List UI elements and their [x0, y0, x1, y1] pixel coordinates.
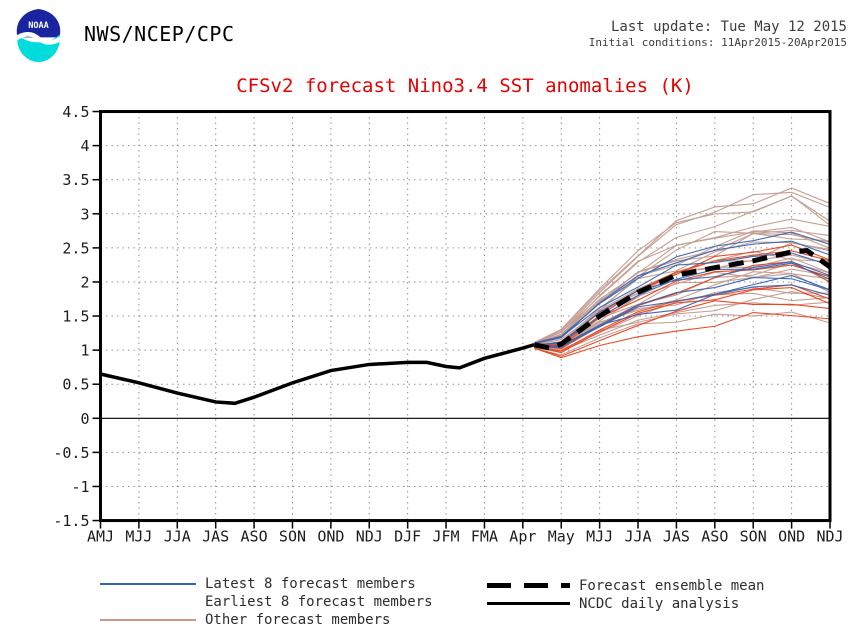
svg-text:3.5: 3.5: [62, 171, 89, 189]
svg-text:FMA: FMA: [471, 528, 498, 546]
legend-label-other-members: Other forecast members: [205, 611, 391, 628]
legend-label-ensemble-mean: Forecast ensemble mean: [579, 577, 765, 594]
svg-text:AMJ: AMJ: [87, 528, 114, 546]
update-block: Last update: Tue May 12 2015 Initial con…: [589, 19, 847, 50]
plot-border: [99, 110, 832, 523]
svg-text:OND: OND: [778, 528, 805, 546]
svg-text:-0.5: -0.5: [53, 444, 89, 462]
legend-label-ncdc-analysis: NCDC daily analysis: [579, 595, 740, 612]
chart-title: CFSv2 forecast Nino3.4 SST anomalies (K): [236, 75, 694, 97]
svg-text:NDJ: NDJ: [356, 528, 383, 546]
ensemble-group-latest-8-forecast-members: [534, 231, 831, 348]
svg-text:JJA: JJA: [624, 528, 651, 546]
initial-conditions-text: Initial conditions: 11Apr2015-20Apr2015: [588, 36, 847, 49]
legend-swatch-latest-members: [100, 582, 196, 585]
svg-text:SON: SON: [279, 528, 306, 546]
svg-text:JJA: JJA: [164, 528, 191, 546]
last-update-text: Last update: Tue May 12 2015: [610, 19, 847, 35]
svg-text:DJF: DJF: [394, 528, 421, 546]
legend-row-other-members: Other forecast members: [100, 611, 390, 628]
legend-label-latest-members: Latest 8 forecast members: [205, 575, 416, 592]
svg-text:1.5: 1.5: [62, 308, 89, 326]
svg-text:ASO: ASO: [701, 528, 728, 546]
svg-text:OND: OND: [317, 528, 344, 546]
legend-label-earliest-members: Earliest 8 forecast members: [205, 593, 433, 610]
noaa-logo-icon: NOAA: [13, 8, 64, 63]
legend-row-latest-members: Latest 8 forecast members: [100, 575, 416, 592]
svg-text:4: 4: [80, 137, 89, 155]
legend-swatch-ensemble-mean: [487, 583, 570, 588]
grid: [100, 111, 831, 521]
svg-text:MJJ: MJJ: [125, 528, 152, 546]
svg-text:SON: SON: [740, 528, 767, 546]
noaa-logo-text: NOAA: [28, 21, 49, 31]
svg-text:0.5: 0.5: [62, 376, 89, 394]
svg-text:Apr: Apr: [509, 528, 536, 546]
svg-text:May: May: [548, 528, 575, 546]
svg-text:-1: -1: [71, 478, 89, 496]
svg-text:MJJ: MJJ: [586, 528, 613, 546]
noaa-logo: NOAA: [10, 8, 67, 63]
legend-row-ncdc-analysis: NCDC daily analysis: [487, 595, 739, 612]
y-axis-labels: 4.5 4 3.5 3 2.5 2 1.5 1 0.5 0 -0.5 -1 -1.5: [53, 103, 89, 530]
svg-text:JAS: JAS: [663, 528, 690, 546]
legend-swatch-ncdc-analysis: [487, 602, 570, 605]
svg-text:2.5: 2.5: [62, 239, 89, 257]
agency-title: NWS/NCEP/CPC: [84, 22, 235, 46]
svg-text:3: 3: [80, 205, 89, 223]
svg-text:2: 2: [80, 273, 89, 291]
series-ncdc-daily-analysis: [100, 342, 535, 406]
legend-row-earliest-members: Earliest 8 forecast members: [100, 593, 433, 610]
svg-text:JFM: JFM: [433, 528, 460, 546]
svg-text:ASO: ASO: [241, 528, 268, 546]
svg-text:4.5: 4.5: [62, 103, 89, 121]
axis-ticks: [92, 110, 831, 529]
legend-row-ensemble-mean: Forecast ensemble mean: [487, 577, 764, 594]
svg-text:-1.5: -1.5: [53, 512, 89, 530]
svg-text:NDJ: NDJ: [816, 528, 843, 546]
legend-swatch-other-members: [100, 618, 196, 621]
svg-text:JAS: JAS: [202, 528, 229, 546]
svg-text:1: 1: [80, 342, 89, 360]
x-axis-labels: AMJ MJJ JJA JAS ASO SON OND NDJ DJF JFM FMA Apr May M…: [87, 528, 844, 546]
svg-text:0: 0: [80, 410, 89, 428]
